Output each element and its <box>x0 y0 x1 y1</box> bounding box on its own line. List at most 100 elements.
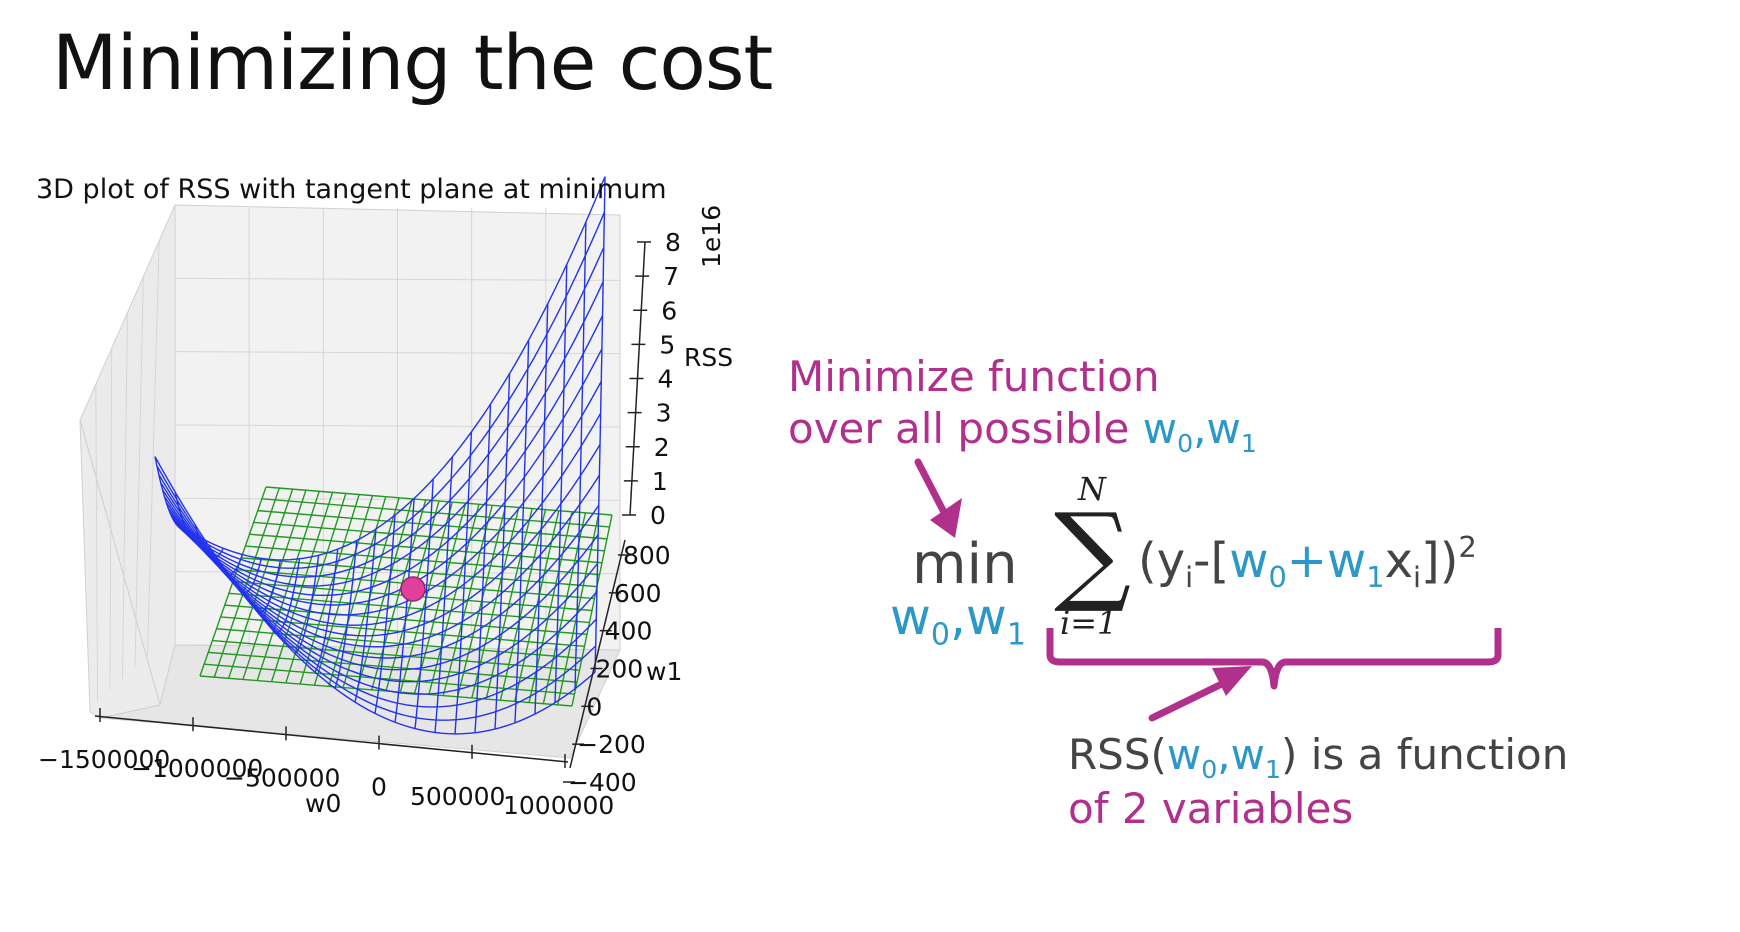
plane-gridline <box>261 498 610 528</box>
rss-prefix: RSS( <box>1068 730 1167 779</box>
plane-gridline <box>212 639 580 671</box>
formula-min-subscript: w0,w1 <box>890 588 1026 653</box>
surface-gridline <box>167 474 600 648</box>
sum-lower-limit: i=1 <box>1060 604 1118 642</box>
side-gridline <box>95 384 98 701</box>
arrow-2-shaft <box>1148 676 1234 722</box>
z-tick-label: 3 <box>656 399 672 428</box>
z-tick-label: 7 <box>663 262 679 291</box>
z-tick-label: 4 <box>658 365 674 394</box>
y-tick-label: −200 <box>577 730 646 759</box>
minimize-label-line1: Minimize function <box>788 352 1160 401</box>
z-offset-label: 1e16 <box>697 205 726 268</box>
x-axis-label: w0 <box>305 789 341 818</box>
comma-2: , <box>950 588 966 646</box>
plane-gridline <box>265 486 613 516</box>
w0-subscript-2: 0 <box>930 617 950 653</box>
y-subscript: i <box>1185 560 1194 595</box>
z-tick-label: 6 <box>661 296 677 325</box>
w1-subscript: 1 <box>1240 428 1257 458</box>
surface-gridline <box>175 348 603 606</box>
y-axis-line <box>569 539 626 769</box>
z-tick-label: 0 <box>650 501 666 530</box>
comma: , <box>1193 404 1207 453</box>
z-tick-label: 5 <box>659 330 675 359</box>
over-all-text: over all possible <box>788 404 1143 453</box>
surface-gridline <box>182 212 606 569</box>
term-close: ]) <box>1421 533 1459 590</box>
z-tick-label: 2 <box>654 433 670 462</box>
z-tick-label: 1 <box>652 467 668 496</box>
x-tick-label: −1500000 <box>38 745 170 774</box>
z-axis-ticks: 8 7 6 5 4 3 2 1 0 <box>622 228 681 530</box>
arrow-1-head <box>930 498 962 538</box>
x-subscript: i <box>1413 560 1422 595</box>
arrow-2-head <box>1212 666 1252 696</box>
x-tick-label: −500000 <box>224 763 340 792</box>
x-tick-label: 1000000 <box>503 791 614 820</box>
y-tick-label: 0 <box>586 692 602 721</box>
y-tick-label: 200 <box>596 655 644 684</box>
w1-subscript-4: 1 <box>1265 754 1282 784</box>
rss-args: w0,w1 <box>1166 730 1281 784</box>
sum-symbol: ∑ <box>1054 491 1132 616</box>
x-symbol: x <box>1384 533 1414 590</box>
y-tick-label: −400 <box>568 768 637 797</box>
surface-gridline <box>169 444 601 637</box>
w1-symbol-3: w <box>1327 533 1367 590</box>
y-axis-label: w1 <box>646 657 682 686</box>
sum-upper-limit: N <box>1078 470 1106 508</box>
w0-subscript-3: 0 <box>1268 560 1287 595</box>
w0-subscript: 0 <box>1177 428 1194 458</box>
slide-title: Minimizing the cost <box>52 18 773 107</box>
surface-gridline <box>171 412 602 626</box>
surface-gridline <box>184 176 606 561</box>
side-gridline <box>109 348 113 690</box>
surface-gridline <box>178 281 604 587</box>
chart-title: 3D plot of RSS with tangent plane at min… <box>36 174 667 205</box>
w1-subscript-3: 1 <box>1366 560 1385 595</box>
z-tick-label: 8 <box>665 228 681 257</box>
w1-symbol-2: w <box>965 588 1007 646</box>
plane-gridline <box>204 663 575 695</box>
term-minus: -[ <box>1193 533 1230 590</box>
w0-symbol-2: w <box>890 588 931 646</box>
rss-suffix: ) is a function <box>1281 730 1569 779</box>
side-gridline <box>147 240 160 657</box>
side-gridline <box>134 276 144 668</box>
square-sup: 2 <box>1458 530 1477 564</box>
w0w1-inline: w0,w1 <box>1142 404 1257 458</box>
surface-gridline <box>177 315 604 596</box>
x-axis-line <box>94 715 569 763</box>
formula-w0: w0+w1 <box>1229 533 1384 594</box>
x-tick-label: 0 <box>371 773 387 802</box>
surface-gridline <box>173 381 602 616</box>
plus: + <box>1286 533 1328 590</box>
w0-subscript-4: 0 <box>1201 754 1218 784</box>
w0-symbol-4: w <box>1166 730 1202 779</box>
plane-gridline <box>208 651 578 683</box>
z-axis-label: RSS <box>684 343 733 372</box>
w0-symbol-3: w <box>1229 533 1269 590</box>
underbrace <box>1046 628 1502 690</box>
minimize-label-line2: over all possible w0,w1 <box>788 404 1257 458</box>
y-tick-label: 400 <box>605 617 653 646</box>
axes-gridlines <box>95 208 621 701</box>
surface-gridline <box>180 247 605 578</box>
w0-symbol: w <box>1142 404 1178 453</box>
arrow-1-shaft <box>914 458 952 524</box>
w1-symbol-4: w <box>1230 730 1265 779</box>
plane-gridline <box>249 533 603 564</box>
formula-body: (yi-[w0+w1xi])2 <box>1138 530 1477 594</box>
rss-note-line2: of 2 variables <box>1068 784 1354 833</box>
minimum-marker <box>400 576 426 602</box>
rss-note-line1: RSS(w0,w1) is a function <box>1068 730 1568 784</box>
w1-subscript-2: 1 <box>1006 617 1026 653</box>
y-tick-label: 800 <box>623 541 671 570</box>
comma-4: , <box>1217 730 1231 779</box>
annotation-graphics <box>914 458 1502 722</box>
plane-gridline <box>253 521 605 552</box>
rss-surface <box>154 176 606 735</box>
